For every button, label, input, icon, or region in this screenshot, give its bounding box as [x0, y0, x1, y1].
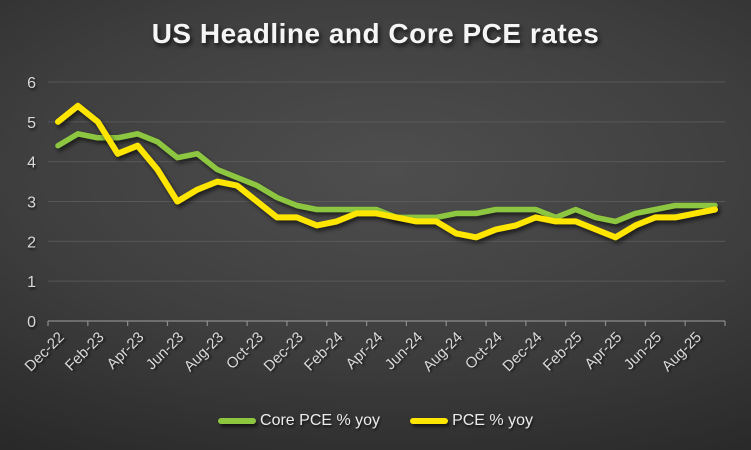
svg-text:Aug-24: Aug-24	[420, 329, 466, 375]
svg-text:Aug-23: Aug-23	[181, 329, 227, 375]
svg-text:Aug-25: Aug-25	[659, 329, 705, 375]
legend-label-core-pce: Core PCE % yoy	[260, 412, 381, 429]
legend-item-core-pce: Core PCE % yoy	[218, 412, 380, 430]
svg-text:Jun-24: Jun-24	[382, 329, 426, 373]
y-axis-tick-labels: 0 1 2 3 4 5 6	[27, 75, 36, 331]
chart-legend: Core PCE % yoy PCE % yoy	[0, 412, 751, 430]
svg-text:1: 1	[27, 274, 36, 291]
legend-label-pce: PCE % yoy	[452, 412, 533, 429]
svg-text:Oct-24: Oct-24	[462, 329, 506, 373]
svg-text:0: 0	[27, 314, 36, 331]
svg-text:Feb-23: Feb-23	[62, 329, 108, 375]
svg-text:Jun-23: Jun-23	[143, 329, 187, 373]
svg-text:4: 4	[27, 155, 36, 172]
svg-text:Apr-24: Apr-24	[343, 329, 387, 373]
svg-text:6: 6	[27, 75, 36, 92]
pce-line-swatch-icon	[410, 418, 449, 424]
svg-text:5: 5	[27, 115, 36, 132]
svg-text:Apr-25: Apr-25	[581, 329, 625, 373]
x-axis-line-and-ticks	[47, 320, 726, 326]
svg-text:3: 3	[27, 195, 36, 212]
svg-text:Dec-23: Dec-23	[261, 329, 307, 375]
svg-text:Feb-25: Feb-25	[540, 329, 586, 375]
svg-text:Dec-22: Dec-22	[22, 329, 68, 375]
svg-text:Feb-24: Feb-24	[301, 329, 347, 375]
svg-text:Dec-24: Dec-24	[499, 329, 545, 375]
svg-text:2: 2	[27, 234, 36, 251]
svg-text:Jun-25: Jun-25	[621, 329, 665, 373]
data-series-lines	[55, 102, 718, 241]
y-gridlines	[48, 81, 725, 282]
svg-text:Apr-23: Apr-23	[104, 329, 148, 373]
chart-title: US Headline and Core PCE rates	[151, 18, 600, 49]
legend-item-pce: PCE % yoy	[410, 412, 533, 430]
core-pce-line-swatch-icon	[218, 418, 257, 424]
x-axis-tick-labels: Dec-22Feb-23Apr-23Jun-23Aug-23Oct-23Dec-…	[22, 329, 705, 375]
svg-text:Oct-23: Oct-23	[223, 329, 267, 373]
